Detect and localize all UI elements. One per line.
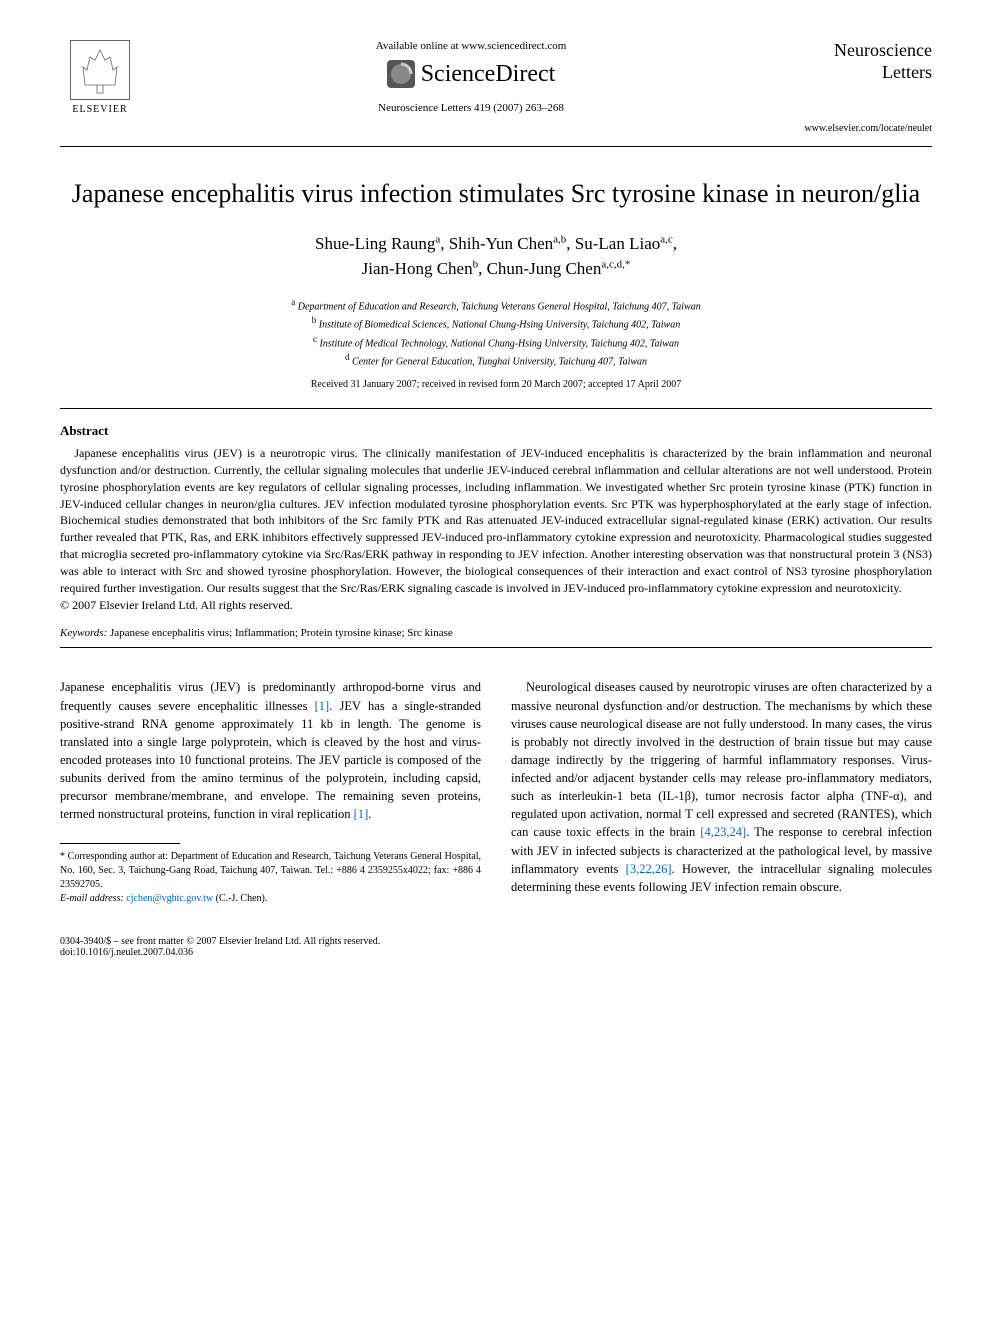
abstract-bottom-divider: [60, 647, 932, 648]
body-paragraph-right: Neurological diseases caused by neurotro…: [511, 678, 932, 896]
author-1: Shue-Ling Raung: [315, 234, 435, 253]
author-5: , Chun-Jung Chen: [478, 259, 601, 278]
author-3: , Su-Lan Liao: [566, 234, 660, 253]
journal-url: www.elsevier.com/locate/neulet: [802, 123, 932, 134]
header-divider: [60, 146, 932, 147]
body-columns: Japanese encephalitis virus (JEV) is pre…: [60, 678, 932, 906]
email-suffix: (C.-J. Chen).: [213, 893, 267, 904]
sciencedirect-logo: ScienceDirect: [140, 60, 802, 88]
keywords-line: Keywords: Japanese encephalitis virus; I…: [60, 627, 932, 639]
authors-block: Shue-Ling Raunga, Shih-Yun Chena,b, Su-L…: [60, 231, 932, 282]
publisher-logo: ELSEVIER: [60, 40, 140, 115]
sciencedirect-icon: [387, 60, 415, 88]
header-row: ELSEVIER Available online at www.science…: [60, 40, 932, 134]
body-paragraph-left: Japanese encephalitis virus (JEV) is pre…: [60, 678, 481, 823]
footer-doi: doi:10.1016/j.neulet.2007.04.036: [60, 947, 932, 958]
article-title: Japanese encephalitis virus infection st…: [60, 177, 932, 211]
journal-name: Neuroscience Letters: [802, 40, 932, 83]
footer: 0304-3940/$ – see front matter © 2007 El…: [60, 936, 932, 958]
email-label: E-mail address:: [60, 893, 124, 904]
author-2: , Shih-Yun Chen: [440, 234, 553, 253]
received-dates: Received 31 January 2007; received in re…: [60, 379, 932, 390]
affiliation-d: Center for General Education, Tunghai Un…: [352, 356, 647, 367]
footer-line-1: 0304-3940/$ – see front matter © 2007 El…: [60, 936, 932, 947]
journal-box: Neuroscience Letters www.elsevier.com/lo…: [802, 40, 932, 134]
abstract-body: Japanese encephalitis virus (JEV) is a n…: [60, 445, 932, 596]
sciencedirect-text: ScienceDirect: [421, 61, 556, 88]
available-online-text: Available online at www.sciencedirect.co…: [140, 40, 802, 52]
keywords-label: Keywords:: [60, 627, 107, 639]
corresponding-footnote: * Corresponding author at: Department of…: [60, 850, 481, 892]
affiliation-a: Department of Education and Research, Ta…: [298, 301, 701, 312]
left-column: Japanese encephalitis virus (JEV) is pre…: [60, 678, 481, 906]
corr-text: Corresponding author at: Department of E…: [60, 851, 481, 890]
comma: ,: [673, 234, 677, 253]
ref-link-2[interactable]: [1]: [354, 807, 369, 821]
ref-link-4[interactable]: [3,22,26]: [626, 862, 672, 876]
author-4: Jian-Hong Chen: [362, 259, 473, 278]
abstract-heading: Abstract: [60, 423, 932, 439]
elsevier-tree-icon: [70, 40, 130, 100]
publisher-name: ELSEVIER: [72, 104, 127, 115]
affiliations-block: a Department of Education and Research, …: [60, 296, 932, 369]
citation-line: Neuroscience Letters 419 (2007) 263–268: [140, 102, 802, 114]
author-2-aff: a,b: [553, 233, 566, 245]
affiliation-c: Institute of Medical Technology, Nationa…: [320, 338, 679, 349]
author-5-aff: a,c,d,: [601, 259, 625, 271]
corresponding-marker: *: [625, 259, 631, 271]
right-column: Neurological diseases caused by neurotro…: [511, 678, 932, 906]
abstract-copyright: © 2007 Elsevier Ireland Ltd. All rights …: [60, 598, 932, 613]
author-3-aff: a,c: [660, 233, 673, 245]
center-header: Available online at www.sciencedirect.co…: [140, 40, 802, 114]
footnote-divider: [60, 843, 180, 844]
keywords-text: Japanese encephalitis virus; Inflammatio…: [107, 627, 453, 639]
email-footnote: E-mail address: cjchen@vghtc.gov.tw (C.-…: [60, 892, 481, 906]
affiliation-b: Institute of Biomedical Sciences, Nation…: [319, 320, 680, 331]
email-address[interactable]: cjchen@vghtc.gov.tw: [124, 893, 213, 904]
abstract-top-divider: [60, 408, 932, 409]
ref-link-1[interactable]: [1]: [315, 699, 330, 713]
ref-link-3[interactable]: [4,23,24]: [700, 825, 746, 839]
